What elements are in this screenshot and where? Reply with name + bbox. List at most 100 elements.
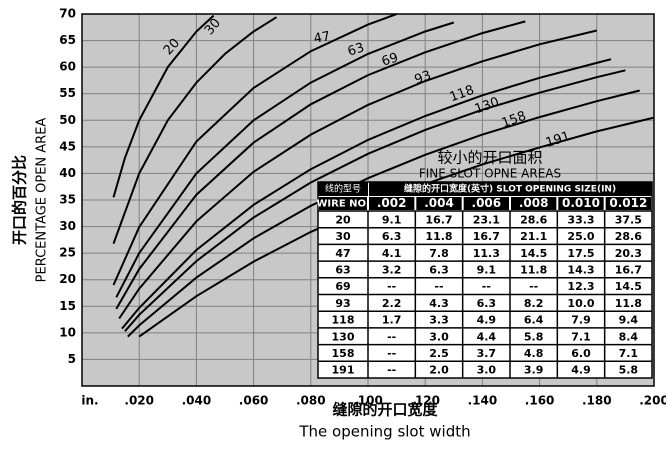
table-cell: 4.8 <box>524 347 544 360</box>
x-tick-label: .080 <box>296 394 326 408</box>
curve <box>112 16 278 244</box>
table-cell: -- <box>482 280 491 293</box>
table-cell: 6.4 <box>524 314 544 327</box>
y-tick-label: 70 <box>59 7 76 21</box>
table-cell: 47 <box>335 247 350 260</box>
table-cell: 3.7 <box>477 347 497 360</box>
table-cell: 3.0 <box>477 364 497 377</box>
table-cell: 69 <box>335 280 350 293</box>
header-cell <box>511 197 557 210</box>
x-label: The opening slot width <box>298 423 470 441</box>
table-cell: 14.5 <box>520 247 547 260</box>
table-cell: 4.4 <box>477 330 497 343</box>
table-cell: 93 <box>335 297 350 310</box>
table-cell: 118 <box>332 314 355 327</box>
column-header: .008 <box>519 196 549 210</box>
y-tick-label: 10 <box>59 325 76 339</box>
header-cell <box>369 182 652 196</box>
table-cell: 6.3 <box>382 230 402 243</box>
header-cell <box>318 182 368 196</box>
table-cell: 16.7 <box>425 213 452 226</box>
curve-label: 191 <box>544 129 572 151</box>
table-cell: 6.0 <box>571 347 591 360</box>
y-tick-label: 45 <box>59 139 76 153</box>
y-tick-label: 5 <box>68 352 76 366</box>
y-tick-label: 20 <box>59 272 76 286</box>
table-cell: 33.3 <box>567 213 594 226</box>
table-cell: 11.8 <box>425 230 452 243</box>
x-tick-label: .180 <box>582 394 612 408</box>
table-cell: 63 <box>335 263 350 276</box>
table-cell: 21.1 <box>520 230 547 243</box>
y-label: PERCENTAGE OPEN AREA <box>35 118 50 283</box>
y-tick-label: 40 <box>59 166 76 180</box>
table-cell: -- <box>387 364 396 377</box>
table-cell: 28.6 <box>520 213 547 226</box>
table-cell: 4.9 <box>571 364 591 377</box>
table-cell: -- <box>387 280 396 293</box>
table-cell: 8.4 <box>619 330 639 343</box>
table-cell: 3.3 <box>429 314 449 327</box>
table-cell: 11.3 <box>473 247 500 260</box>
table-cell: 17.5 <box>567 247 594 260</box>
table-cell: -- <box>387 330 396 343</box>
y-tick-label: 15 <box>59 299 76 313</box>
table-cell: 4.9 <box>477 314 497 327</box>
curve <box>121 58 612 330</box>
curve-label: 47 <box>313 29 332 47</box>
table-cell: 23.1 <box>473 213 500 226</box>
table-cell: 12.3 <box>567 280 594 293</box>
table-cell: -- <box>529 280 538 293</box>
x-tick-label: .200 <box>639 394 666 408</box>
table-cell: 14.3 <box>567 263 594 276</box>
x-tick-label: in. <box>81 394 98 408</box>
table-cell: 7.9 <box>571 314 591 327</box>
table-cell: 1.7 <box>382 314 402 327</box>
curve <box>112 14 215 198</box>
table-cell: 130 <box>332 330 355 343</box>
table-cell: 3.0 <box>429 330 449 343</box>
header-text: 线的型号 <box>325 183 361 195</box>
curve <box>118 29 598 320</box>
table-cell: 14.5 <box>615 280 642 293</box>
y-label-cn: 开口的百分比 <box>11 155 29 245</box>
y-tick-label: 35 <box>59 193 76 207</box>
table-cell: 191 <box>332 364 355 377</box>
x-tick-label: .140 <box>468 394 498 408</box>
y-tick-label: 65 <box>59 33 76 47</box>
header-text: 缝隙的开口宽度(英寸) SLOT OPENING SIZE(IN) <box>404 183 616 195</box>
x-tick-label: .040 <box>182 394 212 408</box>
table-cell: 2.2 <box>382 297 402 310</box>
table-cell: 4.3 <box>429 297 449 310</box>
header-cell <box>416 197 462 210</box>
y-tick-label: 60 <box>59 60 76 74</box>
column-header: .006 <box>472 196 502 210</box>
table-cell: 7.1 <box>571 330 591 343</box>
table-cell: 28.6 <box>615 230 642 243</box>
table-cell: -- <box>387 347 396 360</box>
table-cell: 30 <box>335 230 351 243</box>
table-cell: 158 <box>332 347 355 360</box>
y-tick-label: 25 <box>59 246 76 260</box>
plot-border <box>81 13 655 387</box>
table-cell: -- <box>434 280 443 293</box>
table-cell: 10.0 <box>567 297 594 310</box>
table-cell: 8.2 <box>524 297 544 310</box>
column-header: WIRE NO. <box>316 199 369 210</box>
table-cell: 20 <box>335 213 351 226</box>
table-cell: 6.3 <box>477 297 497 310</box>
curve <box>112 13 397 286</box>
column-header: .002 <box>377 196 407 210</box>
curve-label: 63 <box>346 40 366 59</box>
table-title: 较小的开口面积 <box>437 149 542 167</box>
x-tick-label: .120 <box>410 394 440 408</box>
table-cell: 5.8 <box>524 330 544 343</box>
column-header: 0.012 <box>609 196 647 210</box>
header-cell <box>463 197 509 210</box>
table-cell: 9.1 <box>382 213 402 226</box>
table-cell: 2.0 <box>429 364 449 377</box>
x-tick-label: .060 <box>239 394 269 408</box>
table-cell: 25.0 <box>567 230 594 243</box>
